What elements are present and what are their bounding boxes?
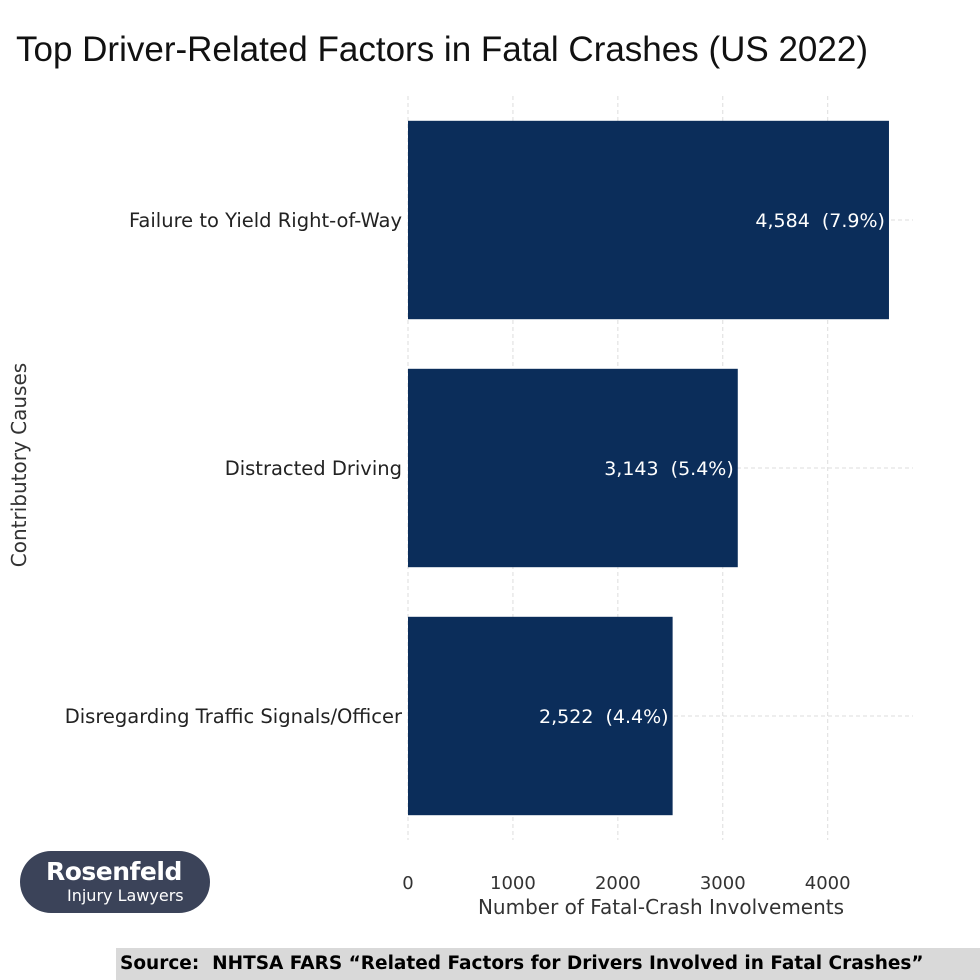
chart-title: Top Driver-Related Factors in Fatal Cras… (16, 30, 868, 69)
y-tick-labels: Failure to Yield Right-of-Way Distracted … (65, 209, 403, 728)
x-tick-label: 3000 (700, 873, 746, 894)
logo-subtitle: Injury Lawyers (67, 886, 184, 905)
x-tick-label: 2000 (595, 873, 641, 894)
x-tick-label: 4000 (805, 873, 851, 894)
bar-chart: 4,584 (7.9%) 3,143 (5.4%) 2,522 (4.4%) Fai… (7, 96, 913, 919)
bar (408, 120, 889, 320)
x-tick-label: 1000 (490, 873, 536, 894)
bar-value-label: 2,522 (4.4%) (539, 706, 669, 728)
bar (408, 616, 673, 816)
y-tick-label: Distracted Driving (225, 457, 402, 480)
y-tick-label: Disregarding Traffic Signals/Officer (65, 705, 403, 728)
source-note: Source: NHTSA FARS “Related Factors for … (116, 948, 980, 980)
y-tick-label: Failure to Yield Right-of-Way (129, 209, 402, 232)
company-logo: Rosenfeld Injury Lawyers (20, 851, 210, 913)
x-tick-label: 0 (402, 873, 413, 894)
y-axis-label: Contributory Causes (7, 363, 31, 567)
x-tick-labels: 0 1000 2000 3000 4000 (402, 873, 850, 894)
data-labels: 4,584 (7.9%) 3,143 (5.4%) 2,522 (4.4%) (539, 210, 885, 728)
bar-value-label: 4,584 (7.9%) (755, 210, 885, 232)
bar-value-label: 3,143 (5.4%) (604, 458, 734, 480)
x-axis-label: Number of Fatal-Crash Involvements (478, 895, 844, 919)
logo-name: Rosenfeld (46, 857, 182, 886)
bar (408, 368, 738, 568)
bars (408, 120, 889, 816)
